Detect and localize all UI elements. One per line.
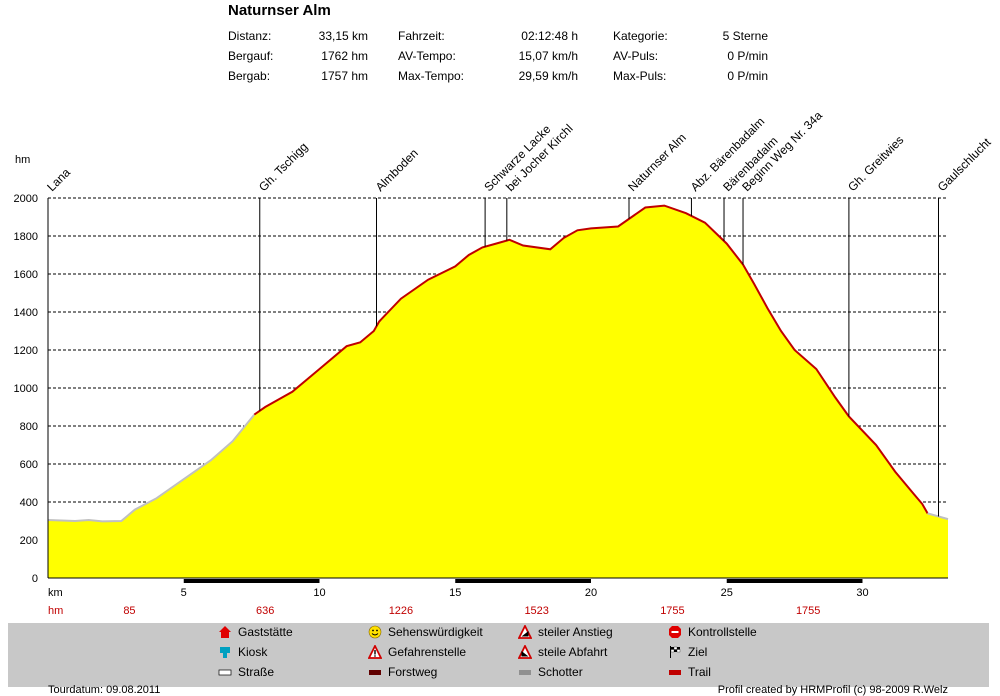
road-swatch: [218, 665, 232, 679]
legend-item-schotter: Schotter: [518, 665, 583, 679]
legend-label: Kiosk: [238, 645, 268, 659]
page-title: Naturnser Alm: [228, 2, 331, 19]
x-tick-label: 15: [449, 587, 461, 599]
legend-item-kontrollstelle: Kontrollstelle: [668, 625, 757, 639]
y-tick-label: 1200: [14, 345, 38, 357]
stop-icon: [668, 625, 682, 639]
legend-label: Trail: [688, 665, 711, 679]
km-segment-bar: [726, 579, 863, 583]
legend-label: steiler Anstieg: [538, 625, 613, 639]
stat-label-distance: Distanz:: [228, 29, 272, 43]
axis-group: 0 200 400 600 800 1000 1200 1400 1600 1800 2000 hm k…: [14, 154, 948, 617]
profile-area: [48, 205, 948, 578]
legend-item-gefahrenstelle: Gefahrenstelle: [368, 645, 466, 659]
y-tick-label: 800: [20, 421, 38, 433]
y-tick-label: 1000: [14, 383, 38, 395]
y-axis-label: hm: [15, 154, 30, 166]
steep-descent-icon: [518, 645, 532, 659]
legend-label: Kontrollstelle: [688, 625, 757, 639]
km-segment-bar: [183, 579, 320, 583]
km-segment-bar: [455, 579, 591, 583]
stat-label-max-speed: Max-Tempo:: [398, 69, 465, 83]
stat-value-distance: 33,15 km: [318, 29, 368, 43]
legend-item-steiler-anstieg: steiler Anstieg: [518, 625, 613, 639]
finish-flag-icon: [668, 645, 682, 659]
legend-label: Ziel: [688, 645, 708, 659]
legend: Gaststätte Kiosk Straße Sehenswürdigkeit…: [8, 623, 989, 687]
waypoint-label: Almboden: [373, 146, 421, 194]
kiosk-icon: [218, 645, 232, 659]
y-tick-label: 0: [32, 573, 38, 585]
stat-value-descent: 1757 hm: [321, 69, 368, 83]
stat-label-ascent: Bergauf:: [228, 49, 274, 63]
legend-item-gaststaette: Gaststätte: [218, 625, 293, 639]
footer-tour-date: Tourdatum: 09.08.2011: [48, 684, 161, 696]
hm-row-value: 85: [123, 605, 135, 617]
x-tick-label: 10: [313, 587, 325, 599]
house-icon: [218, 625, 232, 639]
legend-label: Gaststätte: [238, 625, 293, 639]
profile-area-group: [47, 204, 949, 578]
legend-label: Schotter: [538, 665, 583, 679]
stat-label-descent: Bergab:: [228, 69, 271, 83]
stat-value-max-speed: 29,59 km/h: [518, 69, 578, 83]
waypoint-label: Lana: [44, 165, 73, 194]
smiley-icon: [368, 625, 382, 639]
hm-row-value: 1755: [660, 605, 684, 617]
stat-label-max-pulse: Max-Puls:: [613, 69, 667, 83]
trail-swatch: [668, 665, 682, 679]
legend-label: Gefahrenstelle: [388, 645, 467, 659]
footer-credit: Profil created by HRMProfil (c) 98-2009 …: [717, 684, 948, 696]
stat-label-avg-pulse: AV-Puls:: [613, 49, 659, 63]
hm-row-value: 1226: [389, 605, 413, 617]
y-tick-label: 1400: [14, 307, 38, 319]
stat-value-max-pulse: 0 P/min: [727, 69, 768, 83]
stat-value-ascent: 1762 hm: [321, 49, 368, 63]
stat-value-avg-speed: 15,07 km/h: [518, 49, 578, 63]
steep-climb-icon: [518, 625, 532, 639]
warning-icon: [368, 645, 382, 659]
y-tick-label: 1800: [14, 231, 38, 243]
legend-label: Sehenswürdigkeit: [388, 625, 483, 639]
waypoint-label: Gaulschlucht: [935, 135, 994, 194]
hm-row-value: 636: [256, 605, 274, 617]
legend-label: Forstweg: [388, 665, 438, 679]
legend-item-kiosk: Kiosk: [218, 645, 267, 659]
gravel-swatch: [518, 665, 532, 679]
profile-line-road: [47, 413, 256, 523]
y-tick-label: 400: [20, 497, 38, 509]
hm-row-value: 1523: [524, 605, 548, 617]
stat-value-avg-pulse: 0 P/min: [727, 49, 768, 63]
hm-row-label: hm: [48, 605, 63, 617]
legend-item-steile-abfahrt: steile Abfahrt: [518, 645, 607, 659]
legend-item-forstweg: Forstweg: [368, 665, 437, 679]
legend-item-strasse: Straße: [218, 665, 274, 679]
stat-value-ride-time: 02:12:48 h: [521, 29, 578, 43]
stat-label-category: Kategorie:: [613, 29, 668, 43]
stat-label-avg-speed: AV-Tempo:: [398, 49, 456, 63]
legend-label: Straße: [238, 665, 275, 679]
legend-item-ziel: Ziel: [668, 645, 707, 659]
elevation-chart: Lana Gh. Tschigg Almboden Schwarze Lackebei…: [14, 108, 995, 617]
x-tick-label: 20: [585, 587, 597, 599]
waypoint-label: Naturnser Alm: [625, 130, 689, 194]
y-tick-label: 600: [20, 459, 38, 471]
y-tick-label: 1600: [14, 269, 38, 281]
y-tick-label: 200: [20, 535, 38, 547]
x-axis-label: km: [48, 587, 63, 599]
legend-item-sehenswuerdigkeit: Sehenswürdigkeit: [368, 625, 483, 639]
x-tick-label: 5: [181, 587, 187, 599]
x-tick-label: 30: [856, 587, 868, 599]
stat-value-category: 5 Sterne: [722, 29, 768, 43]
legend-item-trail: Trail: [668, 665, 711, 679]
waypoint-label: Gh. Tschigg: [256, 140, 311, 195]
waypoint-label: Gh. Greitwies: [845, 133, 906, 194]
y-tick-label: 2000: [14, 193, 38, 205]
profile-line-road: [927, 512, 949, 521]
legend-label: steile Abfahrt: [538, 645, 608, 659]
stat-label-ride-time: Fahrzeit:: [398, 29, 445, 43]
forest-road-swatch: [368, 665, 382, 679]
x-tick-label: 25: [721, 587, 733, 599]
hm-row-value: 1755: [796, 605, 820, 617]
